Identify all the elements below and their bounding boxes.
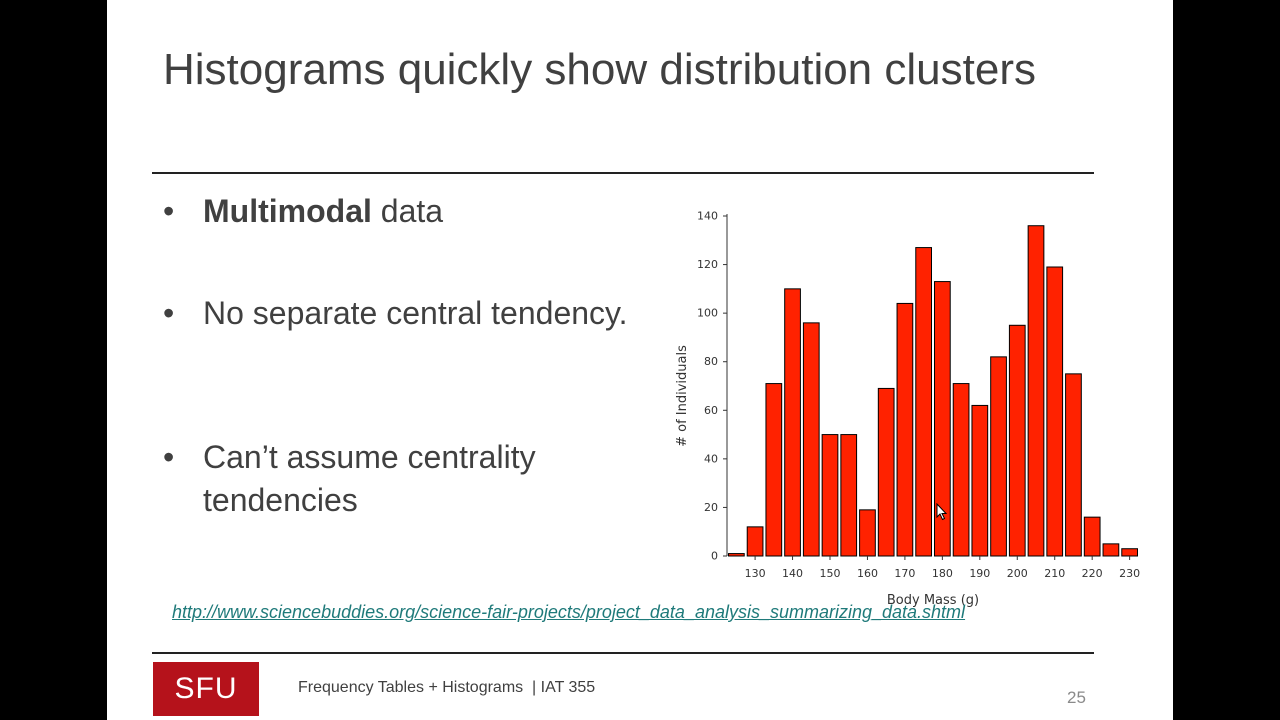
histogram-bar: [784, 288, 801, 557]
histogram-bar: [915, 247, 932, 557]
bullet-glyph: •: [163, 295, 175, 331]
histogram-bar: [840, 434, 858, 557]
footer-divider: [152, 652, 1094, 654]
y-axis-title: # of Individuals: [675, 345, 690, 447]
x-tick-label: 200: [1007, 567, 1028, 580]
slide: Histograms quickly show distribution clu…: [107, 0, 1173, 720]
y-tick-label: 100: [697, 307, 718, 320]
bullet-text: data: [371, 193, 444, 229]
bullet-item: • Multimodal data: [163, 190, 633, 233]
x-tick-label: 180: [932, 567, 953, 580]
histogram-bar: [896, 302, 914, 557]
mouse-cursor-icon: [936, 503, 948, 521]
histogram-chart: 0 20 40 60 80 100 120 140 130 140 150 160 170 180 190 2…: [675, 210, 1140, 609]
histogram-bar: [1046, 266, 1064, 557]
histogram-bar: [821, 434, 839, 557]
bullet-item: • No separate central tendency.: [163, 292, 633, 335]
x-tick-label: 130: [745, 567, 766, 580]
histogram-bar: [765, 383, 783, 557]
bullet-text: No separate central tendency.: [203, 295, 628, 331]
histogram-bar: [877, 387, 895, 557]
histogram-bar: [971, 404, 989, 557]
bullet-text: Can’t assume centrality tendencies: [203, 439, 536, 518]
y-tick-label: 140: [697, 210, 718, 223]
footer-text: Frequency Tables + Histograms | IAT 355: [298, 679, 596, 696]
y-tick-label: 20: [704, 501, 718, 514]
histogram-bar: [728, 553, 745, 557]
y-tick-label: 120: [697, 258, 718, 271]
bullet-glyph: •: [163, 439, 175, 475]
x-tick-label: 230: [1119, 567, 1140, 580]
source-link[interactable]: http://www.sciencebuddies.org/science-fa…: [172, 602, 966, 622]
histogram-bar: [1083, 516, 1101, 557]
histogram-bar: [1102, 543, 1120, 557]
x-tick-label: 170: [894, 567, 915, 580]
slide-title: Histograms quickly show distribution clu…: [163, 45, 1036, 94]
x-tick-label: 150: [820, 567, 841, 580]
y-tick-label: 0: [711, 550, 718, 563]
y-tick-label: 80: [704, 355, 718, 368]
histogram-bar: [746, 526, 764, 557]
x-tick-label: 220: [1082, 567, 1103, 580]
histogram-bar: [952, 383, 970, 557]
histogram-bar: [859, 509, 876, 557]
bullet-bold-text: Multimodal: [203, 193, 372, 229]
title-divider: [152, 172, 1094, 174]
histogram-bar: [1027, 225, 1045, 557]
bullet-item: • Can’t assume centrality tendencies: [163, 436, 633, 522]
histogram-bar: [1008, 324, 1026, 557]
x-axis-title: Body Mass (g): [887, 593, 979, 608]
y-tick-label: 40: [704, 452, 718, 465]
x-tick-label: 190: [969, 567, 990, 580]
y-tick-label: 60: [704, 404, 718, 417]
histogram-bar: [1065, 373, 1082, 557]
histogram-bar: [802, 322, 820, 557]
x-tick-label: 210: [1044, 567, 1065, 580]
histogram-bar: [1121, 548, 1139, 557]
histogram-bar: [990, 356, 1007, 557]
x-tick-label: 160: [857, 567, 878, 580]
page-number: 25: [1067, 688, 1086, 707]
sfu-logo: SFU: [153, 662, 259, 716]
bullet-glyph: •: [163, 193, 175, 229]
x-tick-label: 140: [782, 567, 803, 580]
